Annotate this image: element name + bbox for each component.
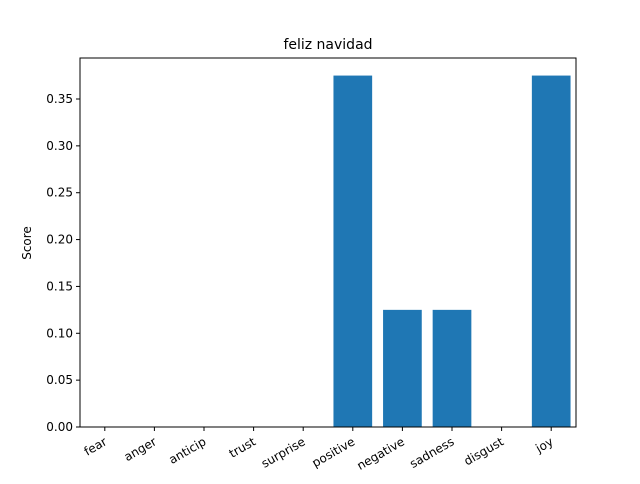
y-tick-label: 0.00 bbox=[46, 420, 73, 434]
y-tick-label: 0.15 bbox=[46, 279, 73, 293]
chart-title: feliz navidad bbox=[283, 37, 372, 53]
y-tick-label: 0.25 bbox=[46, 186, 73, 200]
plot-frame bbox=[79, 57, 577, 428]
y-tick-label: 0.30 bbox=[46, 139, 73, 153]
bar-sadness bbox=[432, 309, 472, 427]
bar-joy bbox=[531, 75, 571, 427]
bars-group bbox=[333, 75, 571, 427]
y-axis-label: Score bbox=[20, 226, 34, 260]
y-tick-label: 0.35 bbox=[46, 92, 73, 106]
bar-negative bbox=[383, 309, 422, 427]
bar-positive bbox=[333, 75, 373, 427]
y-tick-label: 0.10 bbox=[46, 326, 73, 340]
axes-frame bbox=[79, 57, 577, 428]
y-axis: 0.00 0.05 0.10 0.15 0.20 0.25 0.30 0.35 bbox=[46, 92, 80, 434]
y-tick-label: 0.20 bbox=[46, 233, 73, 247]
y-tick-label: 0.05 bbox=[46, 373, 73, 387]
